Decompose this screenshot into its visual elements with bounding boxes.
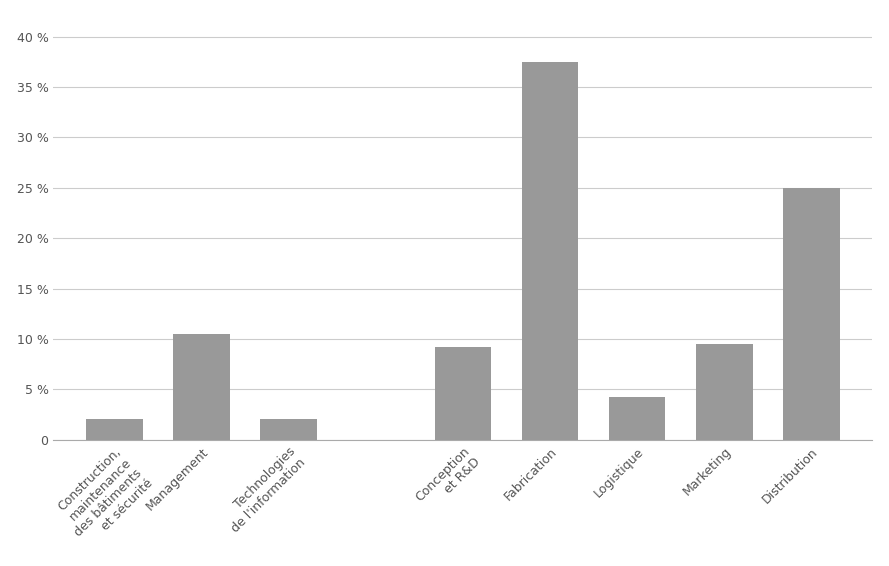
Bar: [435, 347, 492, 440]
Bar: [86, 419, 143, 440]
Bar: [173, 334, 230, 440]
Bar: [783, 188, 840, 440]
Bar: [260, 419, 317, 440]
Bar: [522, 62, 579, 440]
Bar: [609, 397, 666, 440]
Bar: [696, 344, 753, 440]
